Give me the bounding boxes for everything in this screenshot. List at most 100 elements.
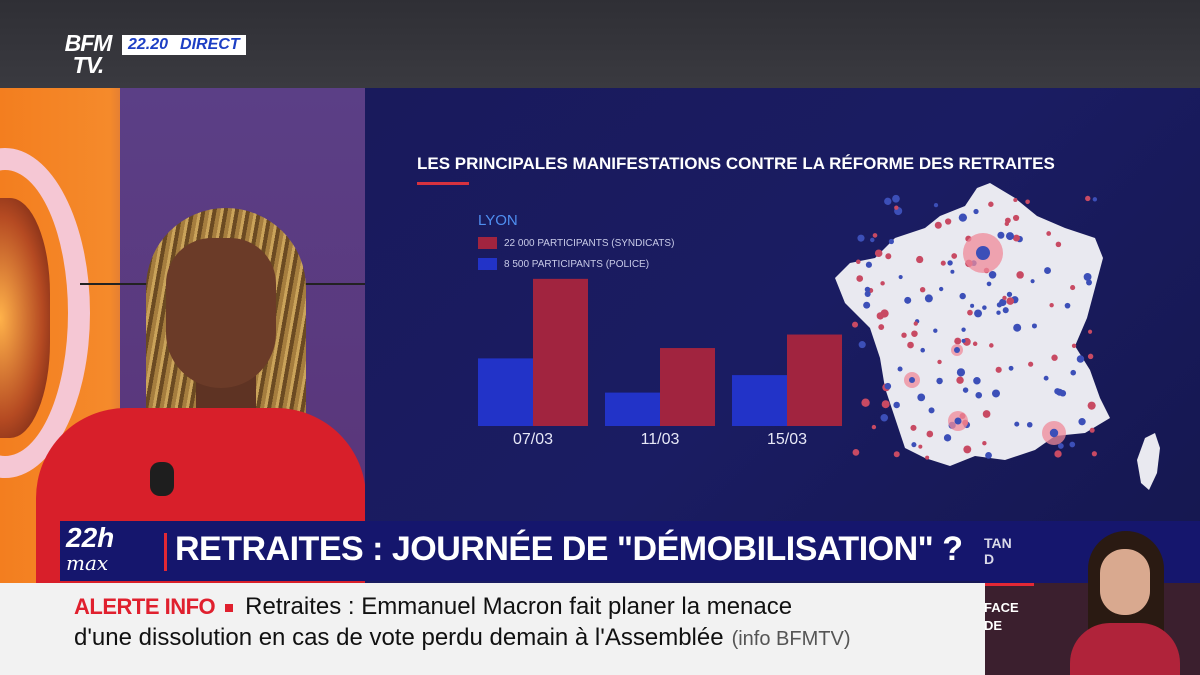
map-dot <box>973 376 981 385</box>
map-dot <box>874 249 883 257</box>
map-dot <box>934 221 942 229</box>
city-label: LYON <box>478 212 518 229</box>
map-dot <box>907 341 914 349</box>
map-dot <box>913 321 918 326</box>
map-dot <box>884 382 892 390</box>
map-hotspot-core <box>954 417 962 425</box>
bar-15-03-police <box>732 375 787 426</box>
bar-15-03-syndicats <box>787 334 842 426</box>
map-dot <box>911 442 917 448</box>
map-dot <box>865 261 873 268</box>
map-dot <box>857 234 865 242</box>
map-dot <box>856 275 864 282</box>
map-dot <box>1049 302 1054 308</box>
ticker-text-2: d'une dissolution en cas de vote perdu d… <box>74 624 724 651</box>
map-dot <box>1092 197 1098 202</box>
france-map-icon <box>835 183 1160 490</box>
lower-third-band <box>60 521 980 581</box>
map-dot <box>1086 279 1092 286</box>
map-dot <box>904 296 912 304</box>
map-dot <box>910 424 917 431</box>
map-dot <box>893 401 900 409</box>
inset-rule <box>984 583 1034 586</box>
ticker-text-1: Retraites : Emmanuel Macron fait planer … <box>245 593 793 620</box>
map-dot <box>1002 295 1007 301</box>
bar-11-03-police <box>605 392 660 426</box>
title-underline <box>417 182 469 185</box>
map-dot <box>881 400 890 409</box>
map-dot <box>925 455 930 460</box>
map-dot <box>943 434 952 442</box>
map-dot <box>872 233 878 238</box>
inset-anchor <box>1070 531 1180 675</box>
map-dot <box>1089 427 1095 433</box>
map-dot <box>863 301 871 309</box>
map-dot <box>937 359 942 365</box>
bfmtv-logo: BFM TV. <box>56 30 120 78</box>
category-label: 15/03 <box>767 431 807 448</box>
map-dot <box>951 253 958 259</box>
map-dot <box>959 292 966 300</box>
map-dot <box>1012 234 1020 242</box>
map-dot <box>933 203 939 208</box>
map-dot <box>1005 232 1014 241</box>
map-dot <box>1006 297 1015 305</box>
studio-background <box>0 88 365 583</box>
map-dot <box>1070 285 1076 291</box>
chart-legend: 22 000 PARTICIPANTS (SYNDICATS) 8 500 PA… <box>478 234 674 276</box>
map-dot <box>880 281 885 286</box>
map-dot <box>920 347 925 353</box>
map-dot <box>938 286 944 292</box>
map-dot <box>919 286 926 293</box>
map-dot <box>963 445 972 454</box>
map-dot <box>958 213 968 222</box>
map-dot <box>856 259 861 265</box>
map-dot <box>864 286 871 293</box>
map-dot <box>1076 355 1085 363</box>
map-dot <box>1056 388 1064 396</box>
map-dot <box>989 343 994 348</box>
bar-07-03-syndicats <box>533 278 588 426</box>
logo-line1: BFM <box>64 30 113 56</box>
map-dot <box>985 451 992 459</box>
map-dot <box>1078 418 1086 426</box>
map-dot <box>973 208 979 215</box>
chart-panel: LES PRINCIPALES MANIFESTATIONS CONTRE LA… <box>365 88 1200 583</box>
ticker-line-2: d'une dissolution en cas de vote perdu d… <box>74 624 850 652</box>
map-dot <box>1006 291 1013 298</box>
headline: RETRAITES : JOURNÉE DE "DÉMOBILISATION" … <box>175 530 963 568</box>
map-hotspot-core <box>954 347 960 353</box>
map-dot <box>1091 451 1097 457</box>
inset-text-bottom: FACE DE <box>984 600 1019 633</box>
map-dot <box>1051 354 1058 361</box>
map-dot <box>1085 195 1091 202</box>
map-dot <box>1031 323 1037 329</box>
map-dot <box>1012 214 1020 222</box>
category-label: 11/03 <box>641 431 680 448</box>
map-dot <box>876 312 884 320</box>
map-dot <box>999 298 1007 307</box>
map-dot <box>950 269 955 274</box>
map-dot <box>956 376 964 384</box>
legend-item-syndicats: 22 000 PARTICIPANTS (SYNDICATS) <box>478 234 674 252</box>
alert-info-label: ALERTE INFO <box>74 594 216 619</box>
map-dot <box>974 309 982 318</box>
map-dot <box>1013 197 1018 203</box>
map-dot <box>991 389 1000 398</box>
map-dot <box>901 332 907 338</box>
map-dot <box>924 294 933 303</box>
france-outline <box>835 183 1110 466</box>
map-dot <box>917 393 926 402</box>
map-dot <box>1016 271 1024 279</box>
decor-screen <box>0 198 50 438</box>
legend-item-police: 8 500 PARTICIPANTS (POLICE) <box>478 255 674 273</box>
map-dot <box>880 413 889 422</box>
map-dot <box>1013 323 1022 332</box>
chart-plot: 07/03 11/03 15/03 <box>478 183 1160 490</box>
logo-line2: TV. <box>72 52 105 78</box>
legend-text-police: 8 500 PARTICIPANTS (POLICE) <box>504 258 650 270</box>
map-hotspot-core <box>1049 428 1059 438</box>
map-dot <box>972 341 978 347</box>
map-dot <box>892 194 900 203</box>
